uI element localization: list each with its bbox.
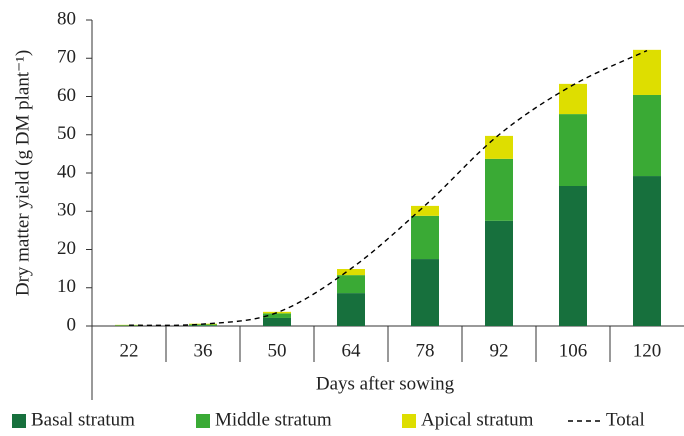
x-tick-label: 64	[342, 340, 362, 361]
y-tick-label: 70	[57, 47, 76, 68]
bar-segment	[633, 94, 661, 177]
y-tick-label: 20	[57, 238, 76, 259]
bar-segment	[633, 176, 661, 326]
bar-segment	[337, 269, 365, 276]
x-axis-label: Days after sowing	[316, 373, 455, 394]
x-tick-label: 50	[268, 340, 287, 361]
bar-segment	[411, 215, 439, 260]
bar-segment	[633, 49, 661, 95]
total-line	[128, 49, 648, 327]
legend-label: Basal stratum	[31, 409, 135, 430]
bar-segment	[485, 158, 513, 221]
y-tick-label: 80	[57, 8, 76, 29]
x-tick-label: 36	[194, 340, 213, 361]
y-tick-label: 40	[57, 161, 76, 182]
bar-segment	[411, 205, 439, 216]
bar-segment	[263, 313, 291, 318]
bar-segment	[263, 311, 291, 314]
bar-segment	[559, 83, 587, 115]
legend-label: Middle stratum	[215, 409, 332, 430]
legend-label: Total	[606, 409, 645, 430]
bar-segment	[411, 259, 439, 326]
bar-segment	[189, 325, 217, 326]
bar-segment	[337, 293, 365, 326]
y-tick-label: 60	[57, 85, 76, 106]
x-tick-label: 92	[490, 340, 509, 361]
y-tick-label: 30	[57, 200, 76, 221]
x-tick-label: 78	[416, 340, 435, 361]
bar-segment	[189, 324, 217, 326]
legend-swatch	[12, 414, 26, 428]
legend-label: Apical stratum	[421, 409, 534, 430]
bar-segment	[485, 220, 513, 326]
y-tick-label: 50	[57, 123, 76, 144]
x-tick-label: 120	[633, 340, 662, 361]
bar-segment	[559, 186, 587, 326]
bar-segment	[337, 275, 365, 294]
x-tick-label: 106	[559, 340, 588, 361]
legend-swatch	[402, 414, 416, 428]
x-tick-label: 22	[120, 340, 139, 361]
y-tick-label: 0	[67, 314, 77, 335]
y-tick-label: 10	[57, 276, 76, 297]
legend-swatch	[196, 414, 210, 428]
bar-segment	[485, 135, 513, 159]
bar-segment	[263, 317, 291, 326]
bar-segment	[559, 114, 587, 187]
y-axis-label: Dry matter yield (g DM plant⁻¹)	[12, 50, 33, 296]
